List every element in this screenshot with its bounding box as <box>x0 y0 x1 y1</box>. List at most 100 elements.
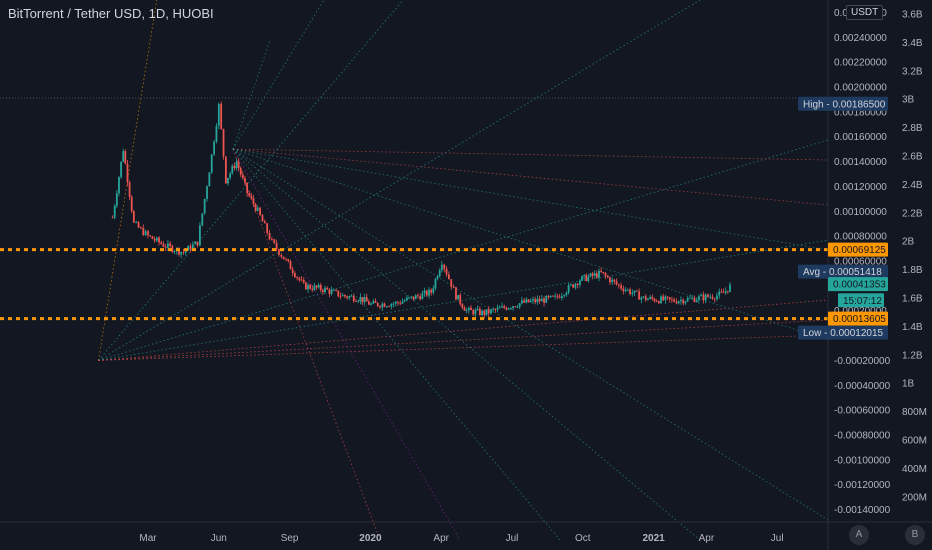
candle-body <box>450 279 453 287</box>
y-tick-label: 0.00140000 <box>834 157 887 168</box>
candle-body <box>224 156 227 184</box>
candle-body <box>137 222 140 228</box>
volume-tick-label: 2.4B <box>902 180 923 191</box>
volume-tick-label: 600M <box>902 436 927 447</box>
candle-body <box>629 289 631 294</box>
candle-body <box>167 243 169 248</box>
candle-body <box>547 295 550 298</box>
candle-body <box>595 273 598 278</box>
candle-body <box>455 287 457 300</box>
fan-line-b <box>232 148 461 541</box>
fan-line-b <box>232 148 829 341</box>
candle-body <box>199 225 201 246</box>
candle-body <box>113 205 116 218</box>
volume-tick-label: 3B <box>902 95 915 106</box>
candle-body <box>408 297 410 299</box>
candle-body <box>388 306 390 308</box>
candle-body <box>587 276 590 281</box>
candle-body <box>729 284 731 292</box>
candle-body <box>417 295 419 297</box>
volume-tick-label: 800M <box>902 407 927 418</box>
candle-body <box>160 242 163 244</box>
candle-body <box>280 254 283 257</box>
candle-body <box>591 273 594 276</box>
candle-body <box>434 278 437 289</box>
candle-body <box>459 295 462 304</box>
log-scale-button[interactable]: B <box>905 525 925 545</box>
candle-body <box>118 177 120 194</box>
candle-body <box>651 296 654 299</box>
candle-body <box>598 270 600 278</box>
auto-scale-button[interactable]: A <box>849 525 869 545</box>
candle-body <box>657 301 660 304</box>
candle-body <box>640 297 643 300</box>
candle-body <box>324 287 326 293</box>
candle-body <box>206 186 208 199</box>
candle-body <box>532 299 534 301</box>
candle-body <box>359 297 362 302</box>
fan-line-a <box>98 0 404 361</box>
candle-body <box>248 193 251 196</box>
price-label-level: 0.00013605 <box>828 311 888 326</box>
fan-line-a <box>98 0 701 361</box>
candle-body <box>438 270 441 277</box>
y-tick-label: 0.00100000 <box>834 207 887 218</box>
candle-body <box>534 299 537 303</box>
candle-body <box>289 261 292 270</box>
fan-line-a <box>98 299 829 361</box>
candle-body <box>335 289 337 291</box>
candle-body <box>326 287 329 290</box>
candle-body <box>498 307 501 309</box>
candle-body <box>217 103 220 126</box>
y-tick-label: 0.00220000 <box>834 58 887 69</box>
x-tick-label: Apr <box>433 533 449 544</box>
candle-body <box>357 301 360 302</box>
candle-body <box>287 259 290 262</box>
y-tick-label: -0.00140000 <box>834 505 891 516</box>
fan-line-b <box>232 148 561 541</box>
candle-body <box>275 243 278 250</box>
candle-body <box>600 270 603 273</box>
currency-button[interactable]: USDT <box>846 5 884 20</box>
y-tick-label: 0.00060000 <box>834 257 887 268</box>
candle-body <box>273 239 276 244</box>
candle-body <box>414 295 417 300</box>
y-tick-label: 0.00180000 <box>834 107 887 118</box>
candle-body <box>361 297 364 303</box>
volume-tick-label: 2.8B <box>902 123 923 134</box>
candle-body <box>432 288 435 293</box>
y-tick-label: 0.00160000 <box>834 132 887 143</box>
candle-body <box>633 290 636 293</box>
candle-body <box>644 296 647 301</box>
candle-body <box>348 296 351 298</box>
candle-body <box>507 308 510 310</box>
candle-body <box>328 289 331 294</box>
candle-body <box>476 308 479 311</box>
candle-body <box>120 161 122 178</box>
candle-body <box>512 306 514 309</box>
price-label-text: 15:07:12 <box>843 296 882 307</box>
candle-body <box>467 307 470 311</box>
candle-body <box>233 166 236 169</box>
candle-body <box>527 299 530 303</box>
candle-body <box>448 274 450 280</box>
candle-body <box>313 285 316 290</box>
candle-body <box>153 238 156 241</box>
y-tick-label: -0.00060000 <box>834 406 891 417</box>
candle-body <box>545 295 548 303</box>
candle-body <box>421 293 424 300</box>
y-tick-label: 0.00240000 <box>834 33 887 44</box>
candle-body <box>319 285 322 291</box>
candle-body <box>565 292 568 296</box>
candle-body <box>560 295 563 298</box>
candle-body <box>401 301 404 304</box>
candle-body <box>173 251 176 253</box>
candle-body <box>483 310 486 316</box>
candle-body <box>554 295 556 297</box>
candle-body <box>536 298 539 303</box>
candle-body <box>392 303 395 305</box>
candle-body <box>718 291 721 296</box>
candle-body <box>330 290 333 294</box>
candle-body <box>405 297 408 301</box>
